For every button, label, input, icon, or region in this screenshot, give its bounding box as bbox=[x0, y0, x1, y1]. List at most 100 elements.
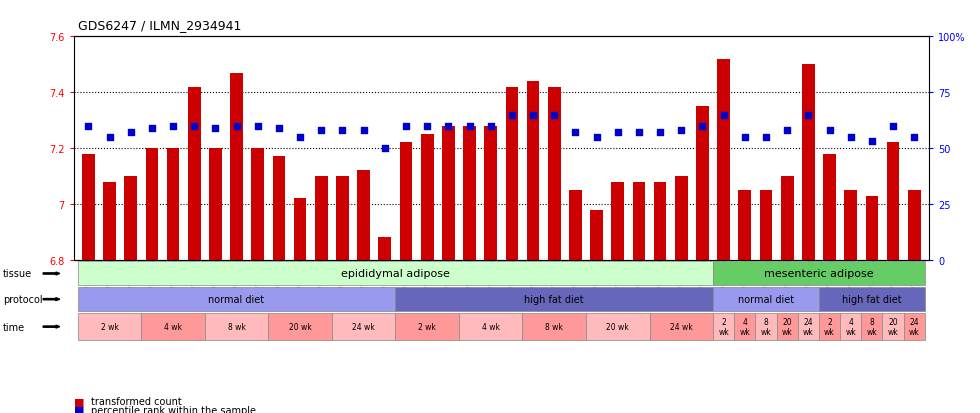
Point bbox=[186, 123, 202, 130]
Point bbox=[567, 130, 583, 136]
Bar bbox=[420, 135, 433, 260]
Point bbox=[250, 123, 266, 130]
Text: 8
wk: 8 wk bbox=[866, 317, 877, 337]
Point bbox=[122, 130, 138, 136]
Point bbox=[504, 112, 519, 119]
Bar bbox=[526, 82, 539, 260]
Bar bbox=[294, 199, 307, 260]
Bar bbox=[315, 177, 327, 260]
Text: 24
wk: 24 wk bbox=[908, 317, 919, 337]
Bar bbox=[760, 190, 772, 260]
Bar bbox=[400, 143, 413, 260]
Text: percentile rank within the sample: percentile rank within the sample bbox=[91, 405, 256, 413]
Point bbox=[885, 123, 901, 130]
Bar bbox=[632, 182, 645, 260]
Point bbox=[314, 128, 329, 134]
Text: 8 wk: 8 wk bbox=[545, 322, 563, 331]
Bar bbox=[802, 65, 814, 260]
Text: high fat diet: high fat diet bbox=[524, 294, 584, 304]
Point bbox=[759, 134, 774, 141]
Text: transformed count: transformed count bbox=[91, 396, 182, 406]
Bar bbox=[739, 190, 751, 260]
Bar bbox=[209, 149, 221, 260]
Text: mesenteric adipose: mesenteric adipose bbox=[764, 269, 874, 279]
Text: normal diet: normal diet bbox=[738, 294, 794, 304]
Point bbox=[462, 123, 477, 130]
Bar bbox=[272, 157, 285, 260]
Point bbox=[653, 130, 668, 136]
Point bbox=[292, 134, 308, 141]
Point bbox=[271, 125, 287, 132]
Text: epididymal adipose: epididymal adipose bbox=[341, 269, 450, 279]
Text: 20
wk: 20 wk bbox=[888, 317, 899, 337]
Text: 20 wk: 20 wk bbox=[289, 322, 312, 331]
Text: 24 wk: 24 wk bbox=[352, 322, 375, 331]
Text: 8
wk: 8 wk bbox=[760, 317, 771, 337]
Point bbox=[610, 130, 625, 136]
Text: 2
wk: 2 wk bbox=[718, 317, 729, 337]
Text: high fat diet: high fat diet bbox=[842, 294, 902, 304]
Bar bbox=[378, 238, 391, 260]
Point bbox=[208, 125, 223, 132]
Bar bbox=[675, 177, 688, 260]
Point bbox=[525, 112, 541, 119]
Text: 4 wk: 4 wk bbox=[482, 322, 500, 331]
Point bbox=[821, 128, 837, 134]
Bar bbox=[823, 154, 836, 260]
Bar bbox=[358, 171, 370, 260]
Point bbox=[673, 128, 689, 134]
Bar bbox=[781, 177, 794, 260]
Bar bbox=[442, 126, 455, 260]
Text: 4
wk: 4 wk bbox=[740, 317, 750, 337]
Point bbox=[547, 112, 563, 119]
Text: normal diet: normal diet bbox=[209, 294, 265, 304]
Point bbox=[334, 128, 350, 134]
Point bbox=[589, 134, 605, 141]
Point bbox=[483, 123, 499, 130]
Bar bbox=[907, 190, 920, 260]
Text: 2
wk: 2 wk bbox=[824, 317, 835, 337]
Text: 4 wk: 4 wk bbox=[164, 322, 182, 331]
Bar bbox=[845, 190, 858, 260]
Text: ■: ■ bbox=[74, 405, 84, 413]
Text: 2 wk: 2 wk bbox=[101, 322, 119, 331]
Bar bbox=[464, 126, 476, 260]
Point bbox=[737, 134, 753, 141]
Point bbox=[440, 123, 456, 130]
Bar bbox=[103, 182, 116, 260]
Text: time: time bbox=[3, 322, 25, 332]
Text: GDS6247 / ILMN_2934941: GDS6247 / ILMN_2934941 bbox=[78, 19, 242, 31]
Point bbox=[906, 134, 922, 141]
Point bbox=[166, 123, 181, 130]
Bar bbox=[865, 196, 878, 260]
Point bbox=[80, 123, 96, 130]
Bar bbox=[188, 88, 201, 260]
Text: 2 wk: 2 wk bbox=[418, 322, 436, 331]
Point bbox=[695, 123, 710, 130]
Bar bbox=[336, 177, 349, 260]
Bar bbox=[145, 149, 158, 260]
Point bbox=[419, 123, 435, 130]
Bar bbox=[654, 182, 666, 260]
Bar bbox=[506, 88, 518, 260]
Bar bbox=[82, 154, 95, 260]
Point bbox=[631, 130, 647, 136]
Point bbox=[864, 139, 880, 145]
Text: 4
wk: 4 wk bbox=[846, 317, 857, 337]
Text: 24
wk: 24 wk bbox=[803, 317, 813, 337]
Bar bbox=[612, 182, 624, 260]
Bar bbox=[887, 143, 900, 260]
Bar bbox=[124, 177, 137, 260]
Point bbox=[102, 134, 118, 141]
Point bbox=[801, 112, 816, 119]
Point bbox=[356, 128, 371, 134]
Point bbox=[843, 134, 858, 141]
Point bbox=[715, 112, 731, 119]
Point bbox=[377, 145, 393, 152]
Bar bbox=[569, 190, 582, 260]
Bar bbox=[717, 59, 730, 260]
Text: ■: ■ bbox=[74, 396, 84, 406]
Bar bbox=[590, 210, 603, 260]
Text: protocol: protocol bbox=[3, 294, 42, 304]
Point bbox=[144, 125, 160, 132]
